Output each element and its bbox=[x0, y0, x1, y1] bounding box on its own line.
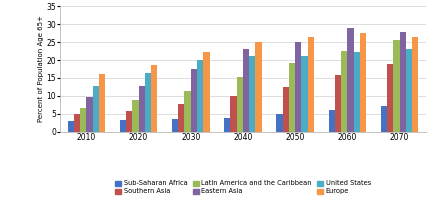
Bar bbox=[249, 56, 255, 132]
Y-axis label: Percent of Population Age 65+: Percent of Population Age 65+ bbox=[37, 16, 43, 122]
Bar bbox=[126, 111, 132, 132]
Bar bbox=[353, 53, 360, 132]
Bar bbox=[406, 49, 412, 132]
Bar bbox=[412, 37, 418, 132]
Bar bbox=[387, 64, 393, 132]
Bar bbox=[289, 63, 295, 132]
Bar bbox=[283, 87, 289, 132]
Bar bbox=[191, 69, 197, 132]
Bar bbox=[360, 33, 366, 132]
Bar bbox=[92, 85, 99, 132]
Bar bbox=[86, 97, 92, 132]
Bar bbox=[381, 106, 387, 132]
Bar bbox=[308, 37, 314, 132]
Bar bbox=[184, 91, 191, 132]
Bar bbox=[237, 77, 243, 132]
Bar bbox=[68, 121, 74, 132]
Bar bbox=[301, 56, 308, 132]
Bar bbox=[172, 119, 178, 132]
Bar bbox=[341, 52, 347, 132]
Bar bbox=[224, 118, 230, 132]
Bar bbox=[145, 73, 151, 132]
Bar bbox=[151, 65, 157, 132]
Bar bbox=[329, 110, 335, 132]
Bar bbox=[230, 96, 237, 132]
Bar bbox=[178, 104, 184, 132]
Bar bbox=[120, 120, 126, 132]
Bar bbox=[197, 60, 203, 132]
Bar bbox=[74, 114, 80, 132]
Bar bbox=[393, 40, 399, 132]
Bar bbox=[347, 28, 353, 132]
Bar bbox=[335, 75, 341, 132]
Bar bbox=[399, 32, 406, 132]
Bar bbox=[203, 52, 209, 132]
Bar bbox=[243, 49, 249, 132]
Bar bbox=[138, 85, 145, 132]
Legend: Sub-Saharan Africa, Southern Asia, Latin America and the Caribbean, Eastern Asia: Sub-Saharan Africa, Southern Asia, Latin… bbox=[115, 180, 371, 194]
Bar bbox=[132, 100, 138, 132]
Bar bbox=[255, 42, 262, 132]
Bar bbox=[276, 114, 283, 132]
Bar bbox=[99, 74, 105, 132]
Bar bbox=[295, 42, 301, 132]
Bar bbox=[80, 108, 86, 132]
